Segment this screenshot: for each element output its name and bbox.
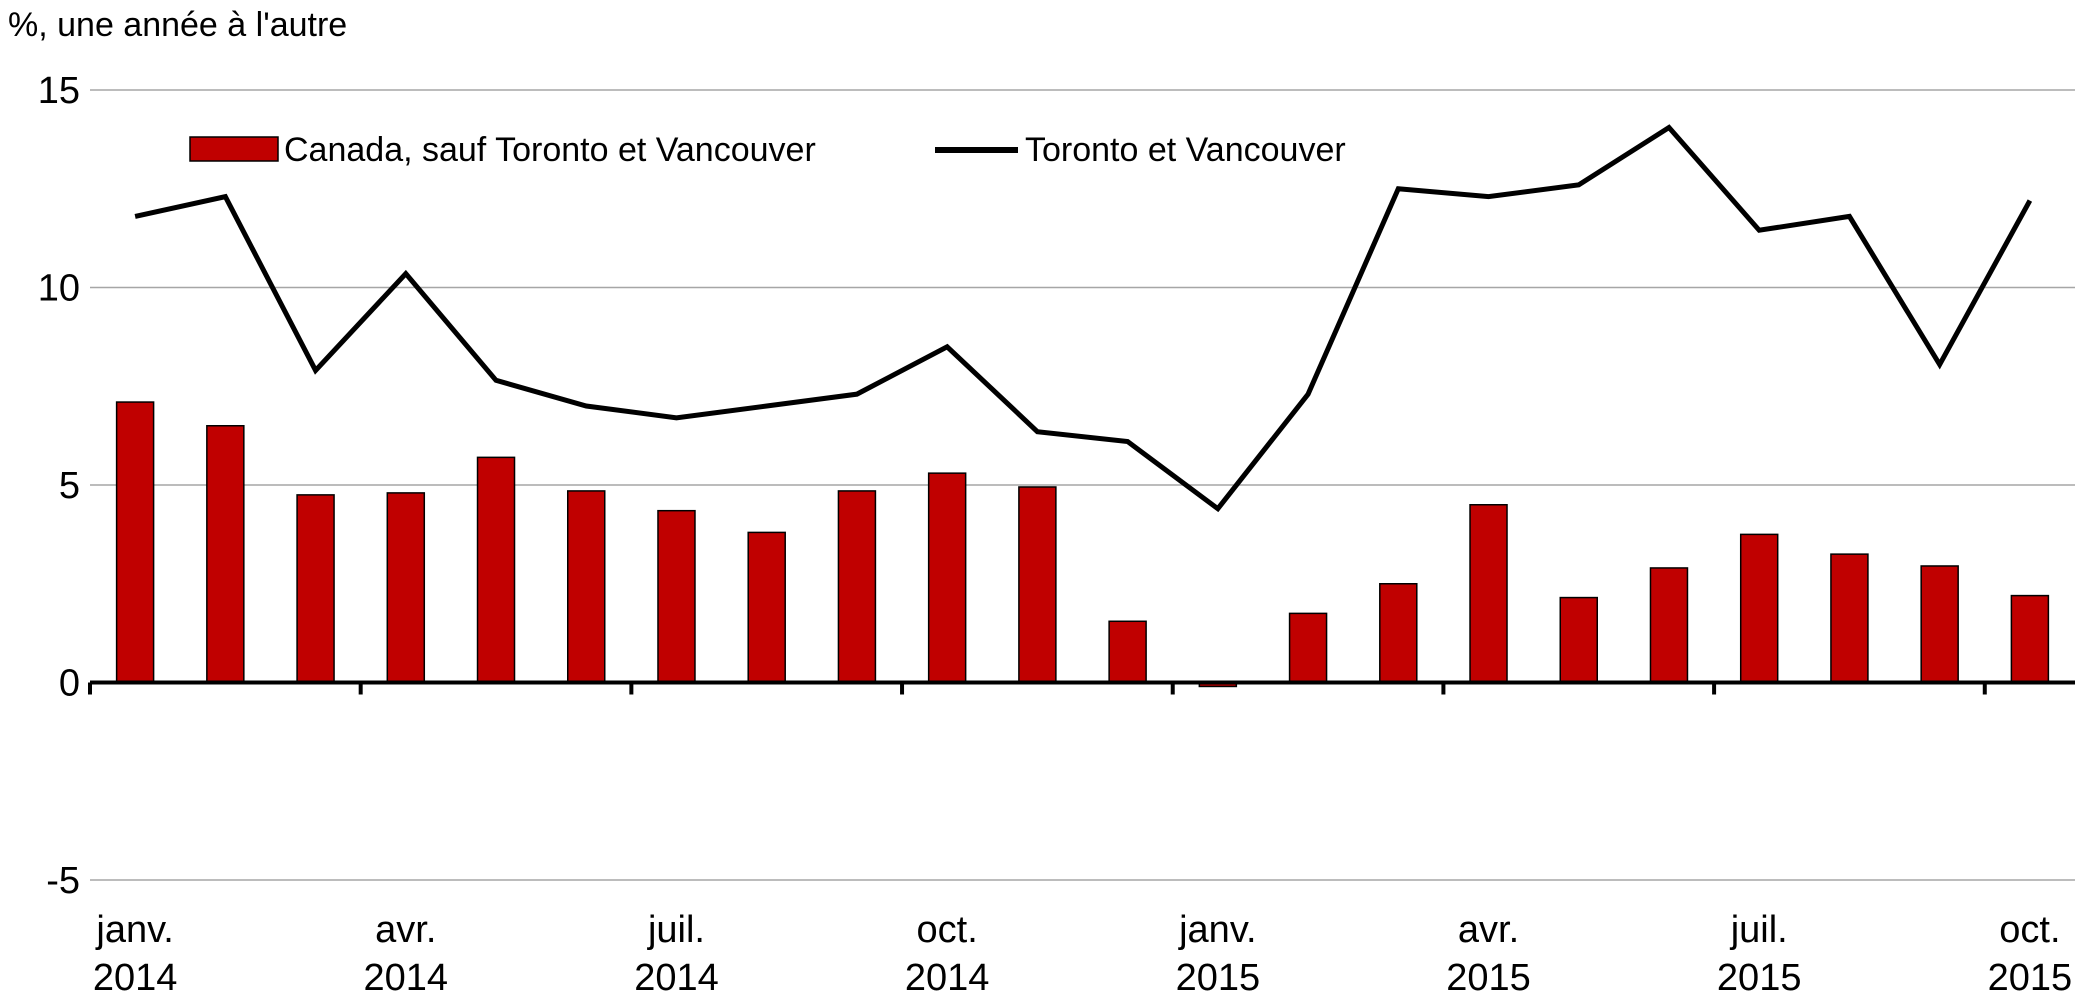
series-line <box>134 124 2033 513</box>
bar <box>1018 486 1057 684</box>
y-tick-label: -5 <box>46 860 80 902</box>
bar <box>115 401 155 684</box>
gridlines <box>90 89 2075 881</box>
bar <box>657 509 696 684</box>
bar <box>476 456 516 684</box>
x-tick-label-month: juil. <box>647 909 705 951</box>
bar <box>1288 612 1328 684</box>
bar <box>927 472 967 684</box>
bar <box>1108 620 1147 684</box>
bar <box>206 425 245 684</box>
x-tick-label-year: 2015 <box>1988 957 2073 999</box>
y-tick-labels: 15 10 5 0 -5 <box>38 70 80 902</box>
bar <box>1739 533 1779 684</box>
x-tick-label-month: oct. <box>1999 909 2060 951</box>
bar <box>1830 553 1869 684</box>
legend-swatch-bars <box>189 136 279 162</box>
bar-series <box>115 401 2050 688</box>
bar <box>1649 567 1689 684</box>
bar <box>1469 504 1508 684</box>
x-tick-label-year: 2014 <box>905 957 990 999</box>
x-tick-label-year: 2014 <box>364 957 449 999</box>
x-tick-label-month: juil. <box>1730 909 1788 951</box>
bar <box>2010 594 2050 684</box>
x-tick-label-month: janv. <box>1178 909 1256 951</box>
x-axis <box>88 680 2075 695</box>
bar <box>837 490 877 684</box>
y-tick-label: 15 <box>38 70 80 112</box>
x-tick-label-month: oct. <box>917 909 978 951</box>
legend-label-line: Toronto et Vancouver <box>1025 131 1346 169</box>
bar <box>1559 596 1598 684</box>
bar <box>1379 583 1418 684</box>
x-tick-label-year: 2014 <box>93 957 178 999</box>
x-tick-label-month: janv. <box>95 909 173 951</box>
legend-label-bars: Canada, sauf Toronto et Vancouver <box>284 131 816 169</box>
bar <box>296 494 335 684</box>
line-series <box>134 124 2033 513</box>
x-tick-label-year: 2015 <box>1446 957 1531 999</box>
bar <box>386 492 426 684</box>
y-tick-label: 0 <box>59 663 80 705</box>
y-axis-label: %, une année à l'autre <box>8 6 347 44</box>
x-tick-label-year: 2015 <box>1717 957 1802 999</box>
legend: Canada, sauf Toronto et Vancouver Toront… <box>189 131 1346 169</box>
x-tick-labels: janv. 2014 avr. 2014 juil. 2014 oct. 2014 janv. 2… <box>93 909 2072 999</box>
x-tick-label-month: avr. <box>1458 909 1519 951</box>
x-tick-label-year: 2015 <box>1176 957 1261 999</box>
bar <box>1920 565 1959 684</box>
y-tick-label: 10 <box>38 268 80 310</box>
bar <box>747 531 786 684</box>
x-tick-label-month: avr. <box>375 909 436 951</box>
x-tick-label-year: 2014 <box>634 957 719 999</box>
bar <box>567 490 606 684</box>
y-tick-label: 5 <box>59 465 80 507</box>
